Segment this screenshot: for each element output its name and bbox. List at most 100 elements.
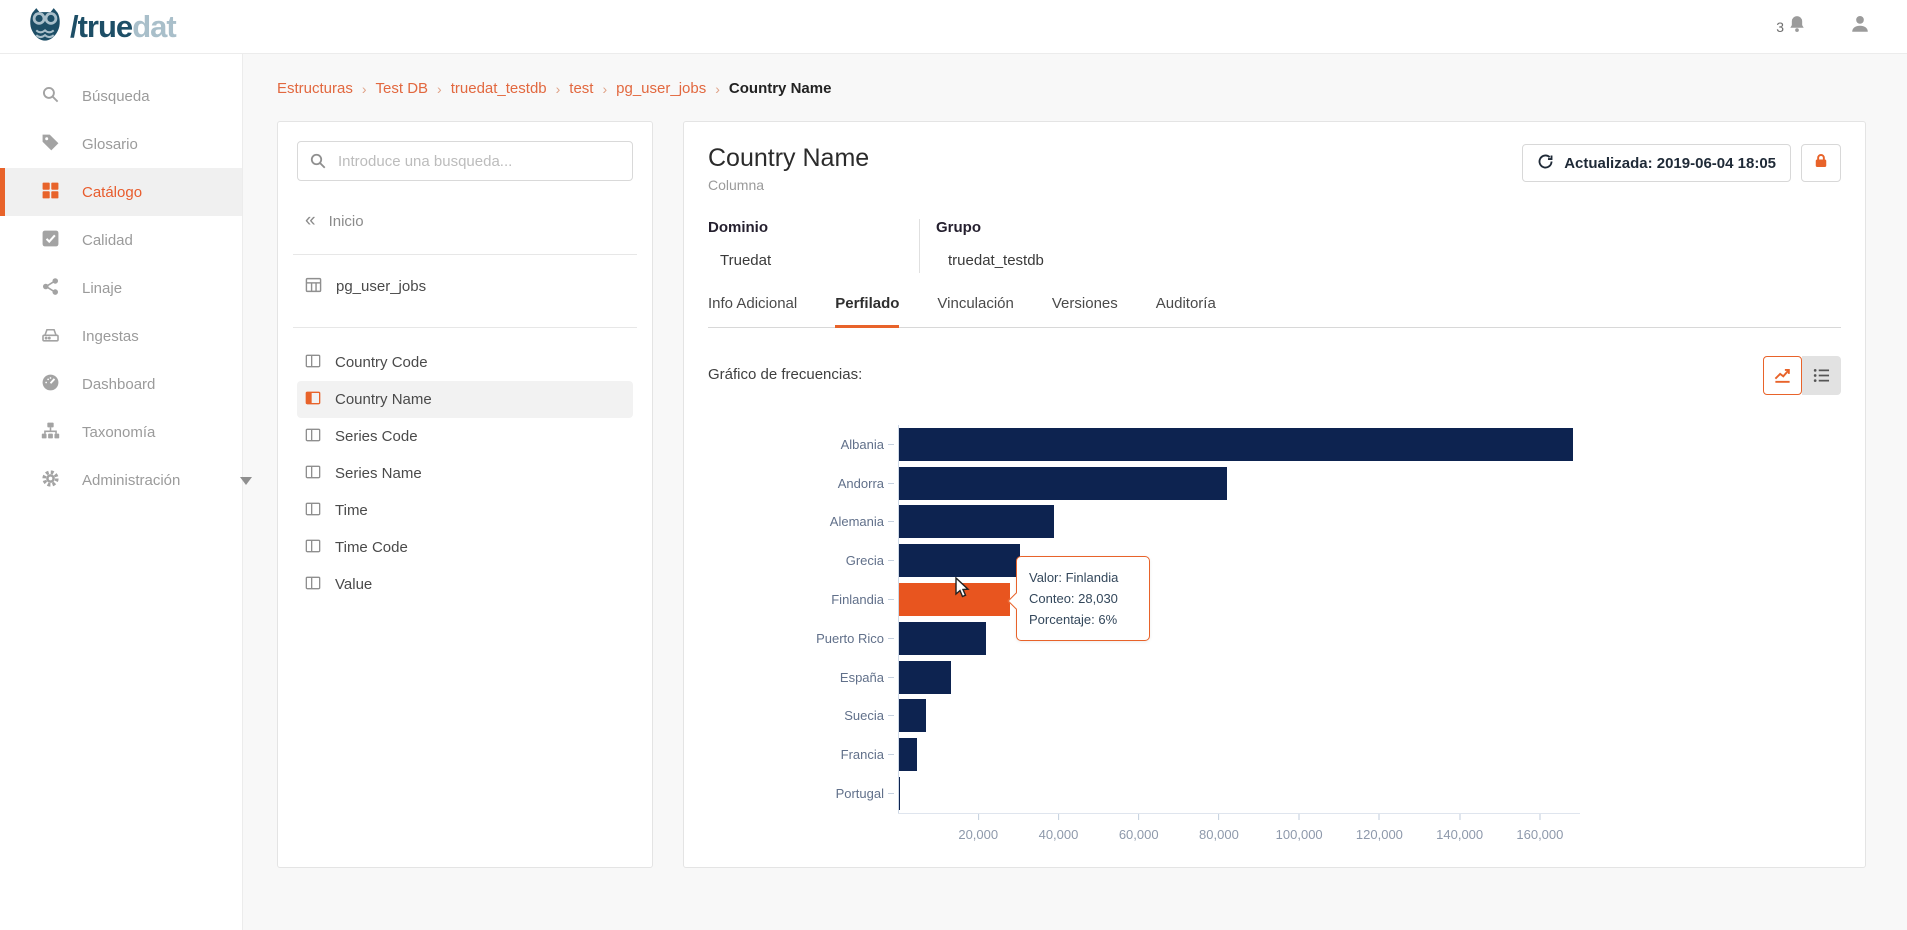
chart-bar[interactable] <box>898 699 926 733</box>
user-menu-button[interactable] <box>1849 13 1871 40</box>
chart-category-label: Francia <box>840 747 884 763</box>
tab-bar: Info Adicional Perfilado Vinculación Ver… <box>708 295 1841 328</box>
tab-vinculacion[interactable]: Vinculación <box>937 295 1014 312</box>
divider <box>293 254 637 255</box>
axis-tick-dash <box>888 715 894 717</box>
breadcrumb-separator: › <box>555 80 561 97</box>
chart-category-label: Portugal <box>835 786 884 802</box>
mouse-cursor-icon <box>952 576 972 604</box>
tooltip-count: Conteo: 28,030 <box>1029 591 1118 606</box>
breadcrumb-separator: › <box>715 80 720 97</box>
bell-icon <box>1787 14 1807 39</box>
structure-search-input[interactable] <box>297 141 633 181</box>
chart-section-label: Gráfico de frecuencias: <box>708 366 863 383</box>
truedat-logo[interactable]: /truedat <box>26 5 177 48</box>
chart-tooltip: Valor: Finlandia Conteo: 28,030 Porcenta… <box>1016 556 1150 641</box>
chart-category-label: España <box>839 669 884 685</box>
chart-category-label: Suecia <box>844 708 884 724</box>
sidebar-item-ingestas[interactable]: Ingestas <box>0 312 242 360</box>
sidebar-item-glosario[interactable]: Glosario <box>0 120 242 168</box>
list-view-button[interactable] <box>1802 356 1841 395</box>
chart-bar[interactable] <box>898 660 952 694</box>
chart-x-axis: 20,000 40,000 60,000 80,000 100,000 120,000 14… <box>898 812 1580 847</box>
chart-view-button[interactable] <box>1763 356 1802 395</box>
axis-tick-dash <box>888 482 894 484</box>
tree-item-column-country-code[interactable]: Country Code <box>297 344 633 381</box>
chart-bar[interactable] <box>898 505 1055 539</box>
breadcrumb-link-truedat-testdb[interactable]: truedat_testdb <box>450 80 547 97</box>
x-axis-tick: 60,000 <box>1119 813 1159 842</box>
tooltip-value: Valor: Finlandia <box>1029 570 1119 585</box>
chart-category-label: Grecia <box>845 553 884 569</box>
sitemap-icon <box>41 421 60 444</box>
tree-item-column-time-code[interactable]: Time Code <box>297 529 633 566</box>
grid-icon <box>41 181 60 204</box>
sidebar-item-busqueda[interactable]: Búsqueda <box>0 72 242 120</box>
check-square-icon <box>41 229 60 252</box>
structure-type-label: Columna <box>708 177 765 193</box>
chart-bar[interactable] <box>898 427 1573 461</box>
home-label: Inicio <box>328 213 364 230</box>
back-to-home[interactable]: « Inicio <box>305 211 633 232</box>
divider <box>293 327 637 328</box>
sidebar-item-linaje[interactable]: Linaje <box>0 264 242 312</box>
chart-row: Puerto Rico <box>708 619 1580 658</box>
breadcrumb-separator: › <box>602 80 608 97</box>
tab-auditoria[interactable]: Auditoría <box>1155 295 1216 312</box>
domain-label: Dominio <box>708 219 768 236</box>
tree-item-table[interactable]: pg_user_jobs <box>297 268 633 305</box>
x-axis-tick: 20,000 <box>958 813 998 842</box>
tree-item-column-country-name[interactable]: Country Name <box>297 381 633 418</box>
chart-bar[interactable] <box>898 544 1020 578</box>
breadcrumb-current: Country Name <box>728 80 832 97</box>
notifications-button[interactable]: 3 <box>1776 14 1807 39</box>
chart-bar[interactable] <box>898 738 917 772</box>
sidebar-item-dashboard[interactable]: Dashboard <box>0 360 242 408</box>
breadcrumb-link-test[interactable]: test <box>569 80 594 97</box>
tab-perfilado[interactable]: Perfilado <box>835 295 900 328</box>
breadcrumb-link-pg-user-jobs[interactable]: pg_user_jobs <box>616 80 707 97</box>
refresh-updated-button[interactable]: Actualizada: 2019-06-04 18:05 <box>1522 144 1791 182</box>
chart-category-label: Puerto Rico <box>816 630 884 646</box>
chart-bar[interactable] <box>898 583 1011 617</box>
sidebar-item-administracion[interactable]: Administración <box>0 456 253 504</box>
structure-panel: « Inicio pg_user_jobs Country Code <box>277 121 653 868</box>
gear-icon <box>41 469 60 492</box>
column-icon <box>305 428 321 446</box>
breadcrumb-link-testdb[interactable]: Test DB <box>375 80 429 97</box>
sidebar-item-catalogo[interactable]: Catálogo <box>0 168 242 216</box>
lock-icon <box>1812 152 1830 174</box>
x-axis-tick: 100,000 <box>1276 813 1323 842</box>
tree-item-column-value[interactable]: Value <box>297 566 633 603</box>
tab-versiones[interactable]: Versiones <box>1051 295 1118 312</box>
tree-item-column-series-name[interactable]: Series Name <box>297 455 633 492</box>
chart-row: Grecia <box>708 541 1580 580</box>
chart-bar[interactable] <box>898 621 986 655</box>
breadcrumb-separator: › <box>361 80 367 97</box>
group-value: truedat_testdb <box>948 252 1044 269</box>
column-icon <box>305 539 321 557</box>
chart-row: Portugal <box>708 774 1580 813</box>
chart-bar[interactable] <box>898 777 900 811</box>
breadcrumb-link-estructuras[interactable]: Estructuras <box>277 80 353 97</box>
brand-wordmark: /truedat <box>70 9 177 44</box>
chart-row: Suecia <box>708 697 1580 736</box>
sidebar-item-taxonomia[interactable]: Taxonomía <box>0 408 242 456</box>
chart-row: Francia <box>708 735 1580 774</box>
share-icon <box>41 277 60 300</box>
tree-item-column-series-code[interactable]: Series Code <box>297 418 633 455</box>
sidebar-item-calidad[interactable]: Calidad <box>0 216 242 264</box>
x-axis-tick: 80,000 <box>1199 813 1239 842</box>
tab-info-adicional[interactable]: Info Adicional <box>708 295 798 312</box>
dashboard-icon <box>41 373 60 396</box>
confidential-lock-button[interactable] <box>1801 144 1841 182</box>
double-chevron-left-icon: « <box>305 210 316 231</box>
axis-tick-dash <box>888 754 894 756</box>
axis-tick-dash <box>888 676 894 678</box>
chart-category-label: Alemania <box>829 514 884 530</box>
chart-bar[interactable] <box>898 466 1227 500</box>
column-icon <box>305 354 321 372</box>
tree-item-column-time[interactable]: Time <box>297 492 633 529</box>
chart-row: Albania <box>708 425 1580 464</box>
chart-category-label: Albania <box>840 436 884 452</box>
